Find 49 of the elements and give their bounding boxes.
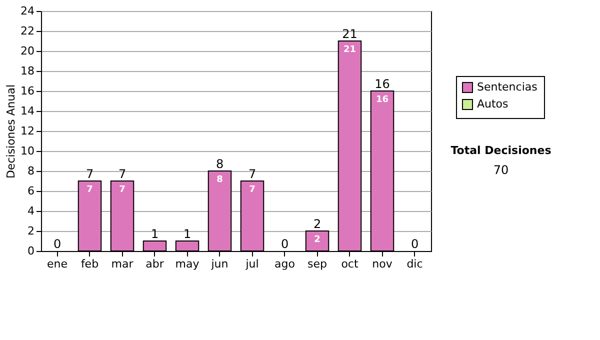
total-label: 7 (86, 167, 94, 181)
x-tick-label: mar (111, 258, 134, 270)
y-tick-label: 8 (28, 164, 34, 178)
y-tick-label: 18 (20, 64, 34, 78)
y-tick-label: 0 (28, 244, 34, 258)
total-label: 1 (150, 227, 159, 241)
y-tick-label: 10 (20, 144, 34, 158)
total-label: 7 (118, 167, 126, 181)
x-tick-label: dic (406, 258, 423, 270)
data-label: 7 (119, 185, 126, 195)
data-label: 21 (343, 45, 356, 55)
y-tick-label: 2 (28, 224, 34, 238)
y-tick-label: 4 (28, 204, 34, 218)
text: 70 (493, 163, 509, 177)
x-tick-label: sep (308, 258, 328, 270)
data-label: 8 (216, 175, 223, 185)
total-label: 7 (248, 167, 256, 181)
total-label: 0 (280, 237, 289, 251)
y-tick-label: 20 (20, 44, 34, 58)
x-tick-label: feb (80, 258, 99, 270)
data-label: 7 (249, 185, 256, 195)
y-tick-label: 12 (20, 124, 34, 138)
x-tick-label: jul (244, 258, 259, 270)
y-tick-label: 14 (20, 104, 34, 118)
total-label: 0 (53, 237, 62, 251)
x-tick-label: ago (274, 258, 296, 270)
data-label: 7 (86, 185, 93, 195)
data-label: 16 (376, 95, 389, 105)
total-label: 16 (374, 77, 390, 91)
x-tick-label: abr (146, 258, 164, 270)
total-label: 2 (313, 217, 322, 231)
x-tick-label: jun (210, 258, 228, 270)
x-tick-label: oct (341, 258, 359, 270)
x-tick-label: ene (46, 258, 68, 270)
x-tick-label: may (175, 258, 200, 270)
y-axis-title: Decisiones Anual (4, 84, 18, 179)
total-label: 8 (216, 157, 224, 171)
y-tick-label: 16 (20, 84, 34, 98)
total-label: 21 (342, 27, 358, 41)
total-label: 1 (183, 227, 192, 241)
total-label: 0 (410, 237, 419, 251)
x-tick-label: nov (372, 258, 393, 270)
y-tick-label: 22 (20, 24, 34, 38)
y-tick-label: 24 (20, 4, 34, 18)
text: Total Decisiones (450, 144, 552, 157)
data-label: 2 (314, 235, 320, 245)
legend-label: Autos (477, 98, 509, 110)
y-tick-label: 6 (28, 184, 34, 198)
legend-label: Sentencias (477, 80, 538, 94)
